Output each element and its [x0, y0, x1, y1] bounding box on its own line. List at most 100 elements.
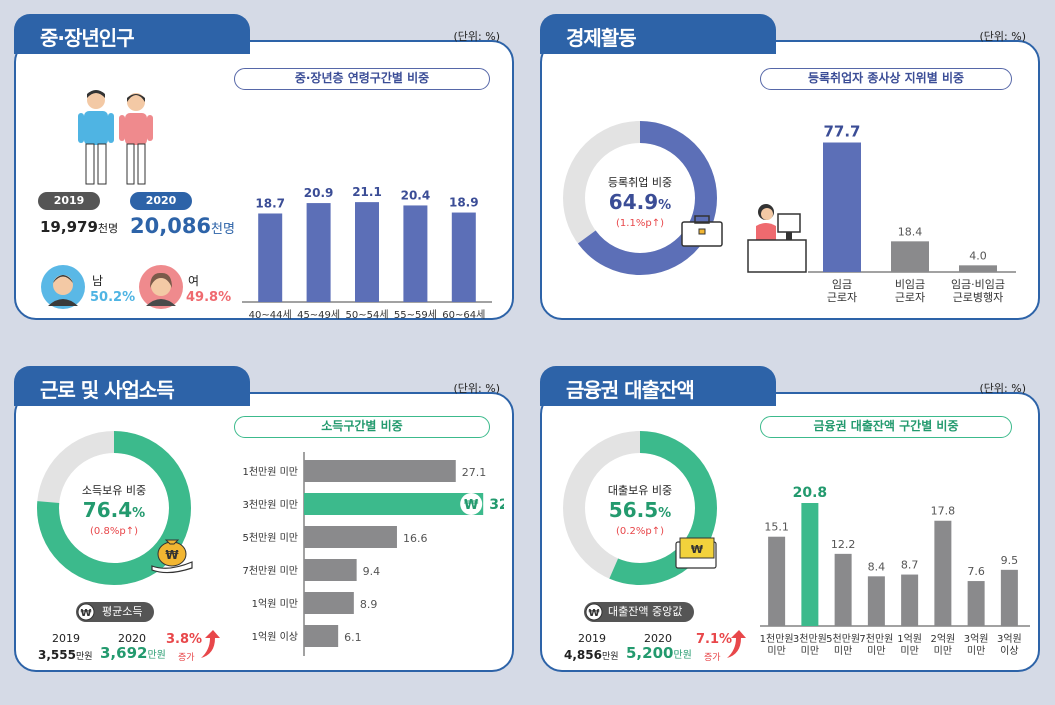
income-increase-label: 증가	[178, 653, 195, 663]
data-label: 9.4	[363, 565, 381, 578]
loan-donut-change: (0.2%p↑)	[616, 526, 664, 537]
income-donut-value: 76.4%	[82, 498, 146, 522]
bar	[304, 625, 339, 647]
loan-donut-value: 56.5%	[608, 498, 672, 522]
income-year2: 2020	[118, 632, 146, 645]
tick-label: 3억원	[997, 633, 1022, 645]
svg-text:₩: ₩	[588, 608, 599, 619]
won-icon-glyph: ₩	[464, 498, 479, 513]
income-donut-change: (0.8%p↑)	[90, 526, 138, 537]
loan-median-badge: 대출잔액 중앙값	[584, 602, 694, 622]
tick-label: 1억원 이상	[252, 631, 298, 643]
tick-label: 5천만원 미만	[242, 532, 298, 544]
data-label: 17.8	[931, 505, 956, 518]
tick-label: 미만	[801, 645, 819, 657]
tick-label: 미만	[967, 645, 985, 657]
income-val2: 3,692만원	[100, 644, 166, 662]
male-pct: 50.2%	[90, 290, 136, 305]
male-avatar-icon	[41, 265, 85, 309]
data-label: 9.5	[1001, 554, 1019, 567]
loan-val1: 4,856만원	[564, 648, 619, 662]
employment-donut-change: (1.1%p↑)	[616, 218, 664, 229]
donut-slice	[37, 431, 191, 585]
bar	[306, 203, 331, 302]
bar	[258, 213, 283, 302]
income-unit: (단위: %)	[453, 382, 500, 395]
loan-increase-label: 증가	[704, 653, 721, 663]
employment-donut-value: 64.9%	[608, 190, 672, 214]
data-label: 12.2	[831, 538, 856, 551]
data-label: 8.9	[360, 598, 378, 611]
bar	[867, 576, 885, 626]
data-label: 7.6	[967, 565, 985, 578]
income-tab: 근로 및 사업소득	[14, 366, 250, 406]
loan-subtitle: 금융권 대출잔액 구간별 비중	[760, 416, 1012, 438]
employment-donut	[563, 121, 717, 275]
donut-hole	[60, 454, 168, 562]
bar	[768, 536, 786, 626]
tick-label: 7천만원	[859, 633, 893, 645]
employment-donut-label: 등록취업 비중	[607, 176, 673, 189]
population-subtitle: 중·장년층 연령구간별 비중	[234, 68, 490, 90]
won-icon: ₩	[77, 603, 95, 621]
year-2019-badge: 2019	[38, 192, 100, 210]
tick-label: 40~44세	[249, 309, 292, 321]
data-label: 6.1	[344, 631, 362, 644]
couple-icon	[78, 90, 153, 185]
bar	[355, 202, 379, 302]
population-unit: (단위: %)	[453, 30, 500, 43]
loan-panel: 금융권 대출잔액 (단위: %) 금융권 대출잔액 구간별 비중 대출보유 비중…	[540, 366, 1040, 672]
data-label: 8.4	[868, 560, 886, 573]
tick-label: 미만	[867, 645, 885, 657]
income-panel: 근로 및 사업소득 (단위: %) 소득구간별 비중 소득보유 비중 76.4%…	[14, 366, 514, 672]
income-year1: 2019	[52, 632, 80, 645]
data-label: 20.4	[401, 188, 431, 202]
income-bracket-chart: 1천만원 미만 27.1 3천만원 미만 ₩32.0 5천만원 미만 16.6 7천만원 미…	[242, 452, 504, 656]
tick-label: 임금	[832, 278, 852, 291]
data-label: 18.4	[898, 225, 923, 238]
data-label: 20.9	[304, 186, 334, 200]
bar	[901, 574, 919, 626]
increase-arrow-icon	[727, 630, 746, 658]
loan-unit: (단위: %)	[979, 382, 1026, 395]
office-worker-icon	[747, 204, 807, 273]
tick-label: 1억원 미만	[252, 598, 298, 610]
economy-subtitle: 등록취업자 종사상 지위별 비중	[760, 68, 1012, 90]
donut-hole	[586, 454, 694, 562]
bar	[934, 520, 952, 626]
income-val1: 3,555만원	[38, 648, 93, 662]
economy-tab: 경제활동	[540, 14, 776, 54]
tick-label: 3천만원	[793, 633, 827, 645]
tick-label: 1천만원	[760, 633, 794, 645]
data-label: 77.7	[823, 123, 860, 141]
tick-label: 1천만원 미만	[242, 466, 298, 478]
tick-label: 2억원	[930, 633, 955, 645]
tick-label: 60~64세	[442, 309, 485, 321]
data-label: 32.0	[489, 497, 504, 513]
svg-text:₩: ₩	[80, 608, 91, 619]
bar	[801, 503, 819, 626]
tick-label: 55~59세	[394, 309, 437, 321]
bar	[304, 460, 456, 482]
loan-tab: 금융권 대출잔액	[540, 366, 776, 406]
income-donut-label: 소득보유 비중	[81, 484, 147, 497]
data-label: 18.9	[449, 196, 479, 210]
avg-income-badge: 평균소득	[76, 602, 154, 622]
bar	[891, 241, 929, 272]
loan-val2: 5,200만원	[626, 644, 692, 662]
bar	[451, 212, 476, 302]
bar	[1000, 569, 1018, 626]
economy-panel: 경제활동 (단위: %) 등록취업자 종사상 지위별 비중 등록취업 비중 64…	[540, 14, 1040, 320]
female-avatar-icon	[139, 265, 183, 309]
tick-label: 45~49세	[297, 309, 340, 321]
bar	[304, 559, 357, 581]
data-label: 20.8	[793, 485, 828, 501]
loan-increase: 7.1%	[696, 632, 733, 647]
data-label: 21.1	[352, 185, 382, 199]
age-bar-chart: 18.7 40~44세 20.9 45~49세 21.1 50~54세 20.4 55~59세…	[242, 185, 492, 321]
population-panel: 중·장년인구 (단위: %) 중·장년층 연령구간별 비중 2019 2020 …	[14, 14, 514, 321]
tick-label: 3천만원 미만	[242, 499, 298, 511]
briefcase-icon	[681, 215, 723, 247]
